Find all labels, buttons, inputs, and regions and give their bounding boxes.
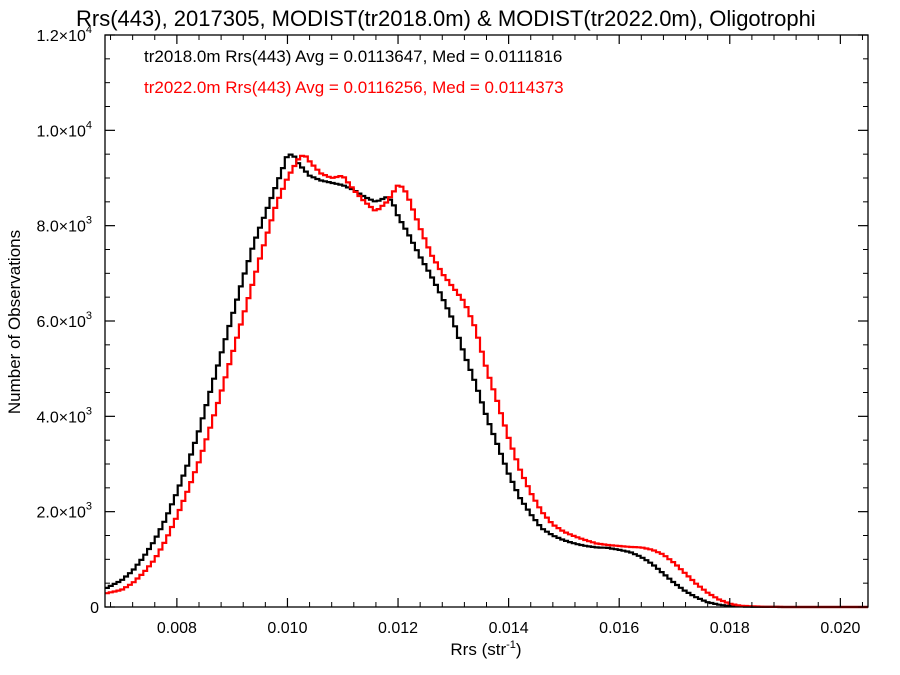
x-axis-label-exponent: -1 bbox=[506, 639, 516, 651]
y-axis-label: Number of Observations bbox=[5, 230, 24, 414]
y-tick-label: 8.0×103 bbox=[36, 215, 92, 236]
y-tick-label: 1.2×104 bbox=[36, 24, 92, 45]
x-axis-label: Rrs (str-1) bbox=[450, 639, 521, 659]
chart-title: Rrs(443), 2017305, MODIST(tr2018.0m) & M… bbox=[76, 6, 816, 31]
x-tick-labels: 0.008 0.010 0.012 0.014 0.016 0.018 0.020 bbox=[157, 620, 861, 637]
series-line-1 bbox=[105, 154, 868, 609]
y-tick-exponent: 4 bbox=[86, 24, 92, 36]
x-tick-label: 0.008 bbox=[157, 620, 197, 637]
x-axis-label-close: ) bbox=[516, 640, 522, 659]
x-tick-label: 0.016 bbox=[599, 620, 639, 637]
y-tick-mantissa: 1.0×10 bbox=[36, 123, 85, 140]
y-tick-mantissa: 8.0×10 bbox=[36, 219, 85, 236]
y-tick-exponent: 3 bbox=[86, 405, 92, 417]
annotation-red: tr2022.0m Rrs(443) Avg = 0.0116256, Med … bbox=[144, 78, 564, 97]
x-tick-label: 0.018 bbox=[710, 620, 750, 637]
y-tick-mantissa: 1.2×10 bbox=[36, 28, 85, 45]
x-tick-label: 0.020 bbox=[820, 620, 860, 637]
y-tick-mantissa: 4.0×10 bbox=[36, 409, 85, 426]
series-line-0 bbox=[105, 153, 868, 609]
y-tick-label: 1.0×104 bbox=[36, 119, 92, 140]
y-tick-label: 4.0×103 bbox=[36, 405, 92, 426]
y-tick-label: 0 bbox=[90, 600, 99, 617]
y-tick-mantissa: 6.0×10 bbox=[36, 314, 85, 331]
y-tick-mantissa: 2.0×10 bbox=[36, 505, 85, 522]
y-tick-exponent: 3 bbox=[86, 215, 92, 227]
ticks-layer bbox=[105, 34, 868, 608]
y-tick-exponent: 4 bbox=[86, 119, 92, 131]
x-axis-label-main: Rrs (str bbox=[450, 640, 506, 659]
x-tick-label: 0.010 bbox=[267, 620, 307, 637]
y-tick-exponent: 3 bbox=[86, 501, 92, 513]
y-tick-exponent: 3 bbox=[86, 310, 92, 322]
y-tick-labels: 02.0×1034.0×1036.0×1038.0×1031.0×1041.2×… bbox=[36, 24, 99, 617]
annotation-black: tr2018.0m Rrs(443) Avg = 0.0113647, Med … bbox=[144, 47, 562, 66]
y-tick-mantissa: 0 bbox=[90, 600, 99, 617]
y-tick-label: 2.0×103 bbox=[36, 501, 92, 522]
x-tick-label: 0.012 bbox=[378, 620, 418, 637]
y-tick-label: 6.0×103 bbox=[36, 310, 92, 331]
x-tick-label: 0.014 bbox=[489, 620, 529, 637]
series-layer bbox=[105, 153, 868, 609]
